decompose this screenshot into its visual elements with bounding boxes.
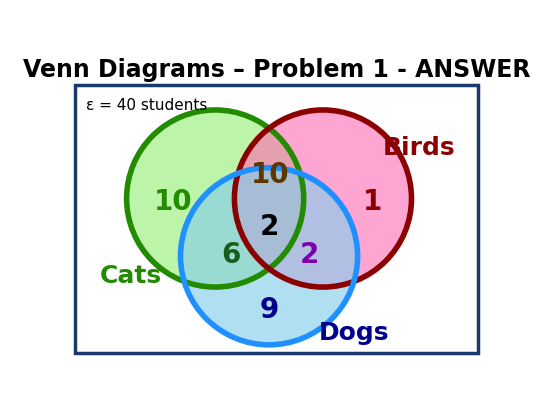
Text: 9: 9 [259, 296, 279, 324]
Text: 1: 1 [363, 188, 383, 216]
Circle shape [234, 110, 411, 287]
Text: Venn Diagrams – Problem 1 - ANSWER: Venn Diagrams – Problem 1 - ANSWER [23, 58, 530, 82]
Text: Dogs: Dogs [319, 321, 389, 345]
Text: 2: 2 [259, 213, 279, 241]
Text: 10: 10 [251, 162, 290, 189]
Text: ε = 40 students: ε = 40 students [86, 98, 207, 113]
Text: 6: 6 [221, 241, 240, 269]
Text: 2: 2 [299, 241, 319, 269]
Text: 10: 10 [153, 188, 192, 216]
Bar [75, 85, 478, 353]
Text: Cats: Cats [99, 264, 161, 287]
Circle shape [126, 110, 303, 287]
Text: Birds: Birds [383, 137, 456, 160]
Circle shape [180, 168, 357, 345]
